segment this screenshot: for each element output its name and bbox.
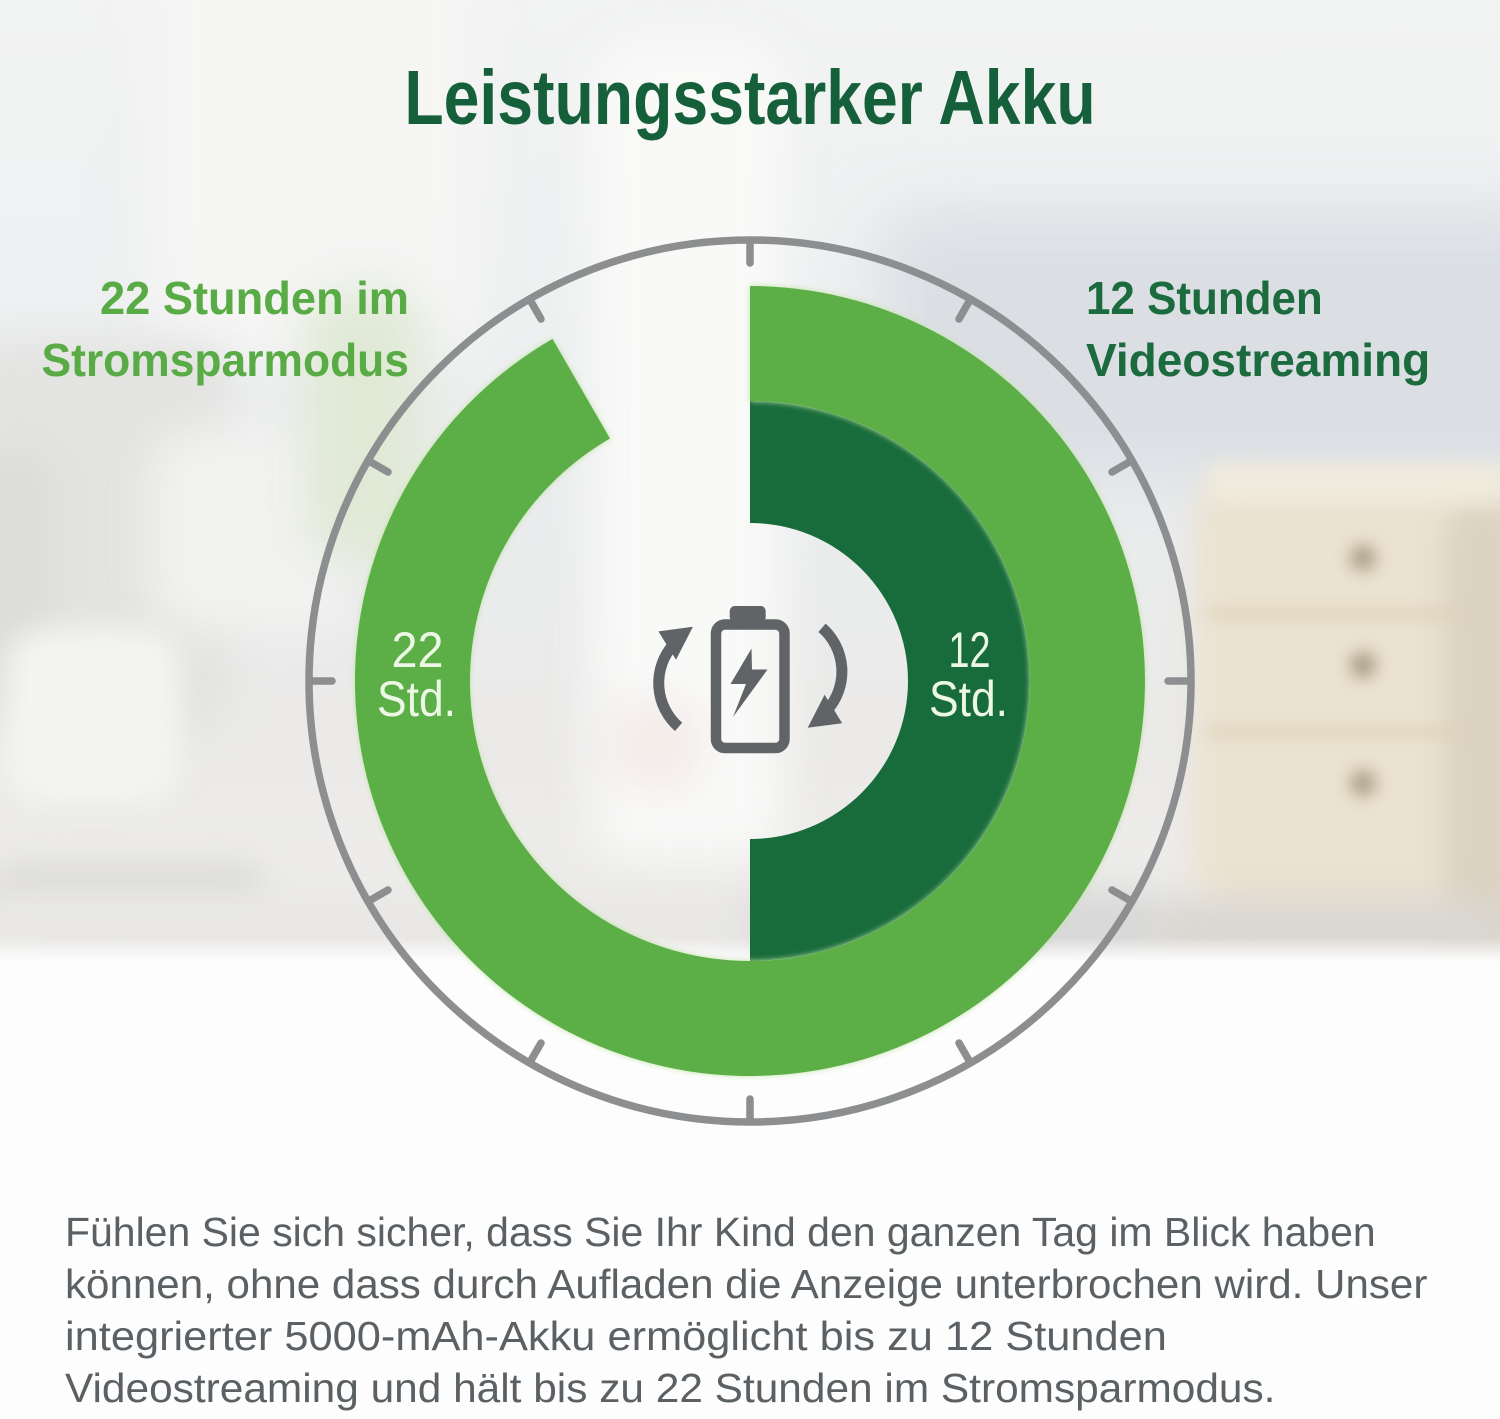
svg-text:12: 12 xyxy=(949,622,991,678)
svg-text:Std.: Std. xyxy=(377,671,456,727)
svg-text:22: 22 xyxy=(392,622,444,678)
svg-text:Std.: Std. xyxy=(929,671,1008,727)
